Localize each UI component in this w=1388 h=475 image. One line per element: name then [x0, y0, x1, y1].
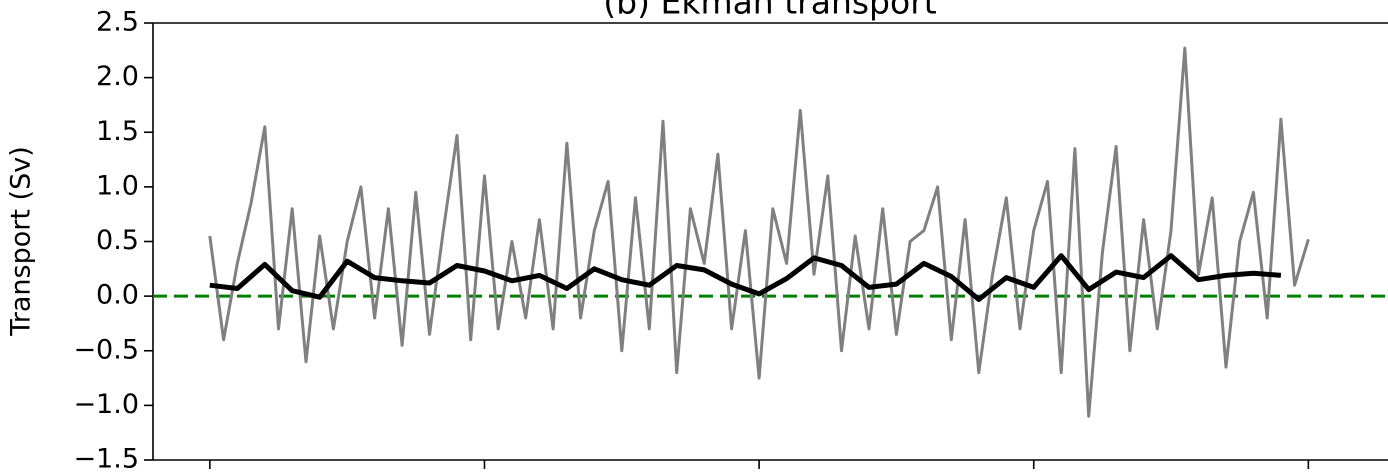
y-axis-label: Transport (Sv)	[6, 146, 37, 336]
chart-title: (b) Ekman transport	[603, 0, 936, 22]
series-line	[209, 253, 1282, 302]
y-tick-label: 2.0	[96, 61, 139, 92]
y-tick-label: 1.5	[96, 116, 139, 147]
series-line	[208, 46, 1310, 418]
y-tick-label: 2.5	[96, 7, 139, 38]
y-tick-label: −1.5	[73, 444, 139, 475]
y-tick-label: −1.0	[73, 389, 139, 420]
y-tick-label: 1.0	[96, 170, 139, 201]
y-tick-label: 0.0	[96, 280, 139, 311]
y-tick-label: 0.5	[96, 225, 139, 256]
y-tick-label: −0.5	[73, 334, 139, 365]
